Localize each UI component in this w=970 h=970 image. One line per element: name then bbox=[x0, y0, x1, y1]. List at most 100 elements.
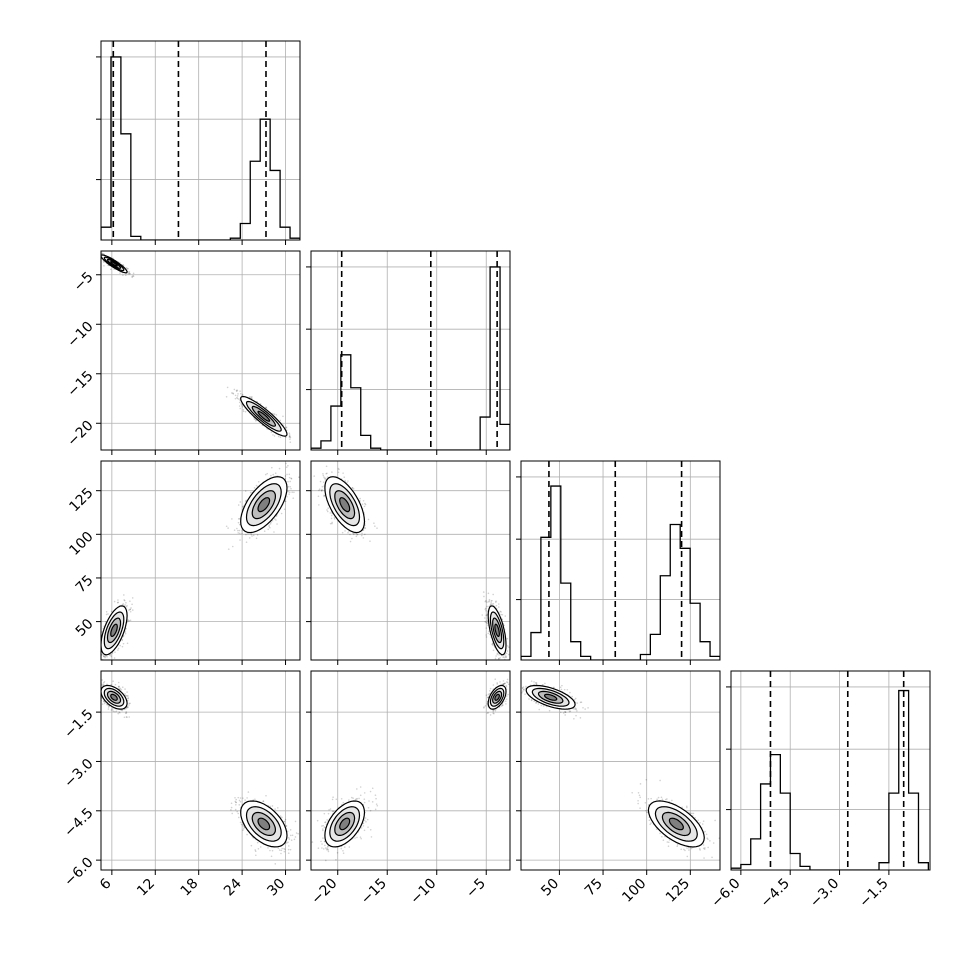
sample-point bbox=[241, 393, 244, 396]
sample-point bbox=[499, 656, 501, 659]
sample-point bbox=[293, 491, 295, 494]
sample-point bbox=[289, 435, 291, 438]
sample-point bbox=[343, 476, 346, 478]
sample-point bbox=[359, 497, 361, 500]
sample-point bbox=[103, 655, 105, 657]
sample-point bbox=[103, 700, 105, 703]
sample-point bbox=[504, 675, 506, 677]
sample-point bbox=[97, 255, 99, 257]
sample-point bbox=[491, 643, 493, 646]
sample-point bbox=[278, 467, 281, 470]
sample-point bbox=[106, 656, 108, 658]
sample-point bbox=[485, 636, 488, 638]
sample-point bbox=[128, 704, 130, 706]
sample-point bbox=[497, 657, 500, 660]
sample-point bbox=[238, 398, 240, 400]
panel-content bbox=[311, 461, 510, 677]
sample-point bbox=[325, 465, 328, 468]
sample-point bbox=[290, 477, 293, 480]
sample-point bbox=[275, 414, 278, 416]
sample-point bbox=[242, 408, 245, 411]
sample-point bbox=[277, 435, 280, 438]
sample-point bbox=[117, 649, 119, 651]
panel-3-0: 6 12 18 24 30−6.0−4.5−3.0−1.5 bbox=[61, 670, 301, 899]
sample-point bbox=[503, 656, 505, 658]
sample-point bbox=[291, 491, 294, 493]
sample-point bbox=[499, 610, 502, 613]
sample-point bbox=[485, 607, 487, 610]
sample-point bbox=[98, 252, 100, 254]
sample-point bbox=[323, 477, 326, 480]
sample-point bbox=[98, 655, 100, 657]
sample-point bbox=[486, 601, 488, 603]
sample-point bbox=[288, 493, 290, 495]
sample-point bbox=[245, 533, 247, 536]
sample-point bbox=[325, 472, 327, 475]
sample-point bbox=[87, 246, 89, 248]
sample-point bbox=[99, 642, 101, 644]
sample-point bbox=[269, 523, 272, 525]
sample-point bbox=[241, 405, 244, 408]
histogram-step bbox=[521, 485, 720, 660]
sample-point bbox=[103, 702, 106, 705]
sample-point bbox=[250, 533, 253, 536]
sample-point bbox=[236, 389, 239, 392]
sample-point bbox=[124, 631, 127, 633]
sample-point bbox=[263, 530, 266, 532]
sample-point bbox=[236, 395, 239, 397]
sample-point bbox=[126, 706, 129, 709]
sample-point bbox=[285, 462, 287, 465]
sample-point bbox=[265, 406, 267, 409]
sample-point bbox=[237, 504, 240, 506]
sample-point bbox=[121, 639, 123, 642]
sample-point bbox=[323, 495, 325, 498]
sample-point bbox=[96, 690, 98, 692]
sample-point bbox=[105, 610, 108, 613]
sample-point bbox=[114, 651, 116, 653]
sample-point bbox=[363, 505, 366, 508]
sample-point bbox=[273, 413, 276, 415]
sample-point bbox=[484, 608, 487, 611]
sample-point bbox=[103, 265, 105, 267]
sample-point bbox=[342, 472, 344, 474]
sample-point bbox=[125, 716, 128, 718]
sample-point bbox=[125, 601, 127, 604]
sample-point bbox=[256, 534, 259, 536]
sample-point bbox=[499, 666, 501, 668]
sample-point bbox=[99, 697, 101, 699]
sample-point bbox=[355, 535, 358, 538]
sample-point bbox=[288, 435, 291, 438]
sample-point bbox=[352, 488, 355, 490]
sample-point bbox=[126, 695, 128, 697]
panel-content bbox=[87, 246, 300, 450]
sample-point bbox=[127, 620, 129, 623]
sample-point bbox=[273, 435, 276, 437]
sample-point bbox=[132, 275, 135, 277]
sample-point bbox=[492, 649, 495, 652]
sample-point bbox=[103, 261, 105, 263]
sample-point bbox=[97, 251, 99, 253]
histogram-step bbox=[101, 56, 300, 240]
sample-point bbox=[117, 599, 119, 601]
sample-point bbox=[501, 671, 503, 673]
sample-point bbox=[326, 472, 328, 475]
panel-frame bbox=[100, 250, 301, 451]
y-tick-label: 125 bbox=[66, 485, 96, 515]
sample-point bbox=[485, 599, 487, 602]
sample-point bbox=[125, 712, 128, 714]
sample-point bbox=[284, 478, 287, 480]
sample-point bbox=[131, 275, 133, 278]
sample-point bbox=[349, 540, 352, 543]
sample-point bbox=[318, 504, 320, 506]
sample-point bbox=[488, 630, 490, 633]
sample-point bbox=[102, 683, 105, 686]
sample-point bbox=[326, 510, 329, 513]
panel-frame bbox=[100, 460, 301, 661]
sample-point bbox=[94, 686, 96, 688]
sample-point bbox=[121, 638, 124, 641]
sample-point bbox=[331, 471, 333, 473]
sample-point bbox=[112, 680, 114, 682]
sample-point bbox=[486, 605, 488, 608]
sample-point bbox=[106, 703, 108, 706]
sample-point bbox=[250, 396, 253, 399]
